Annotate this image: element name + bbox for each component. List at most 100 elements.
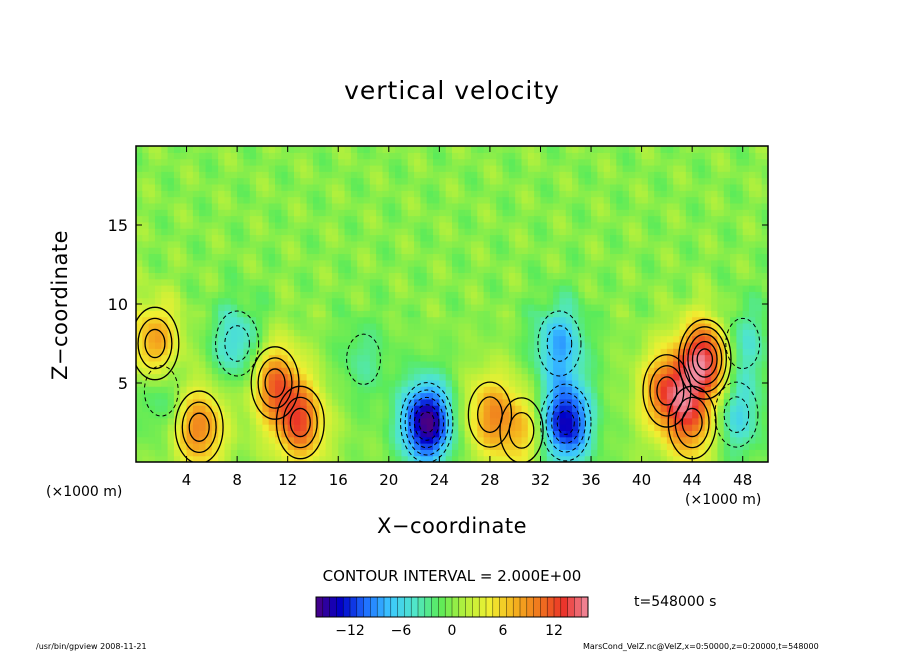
heatmap-cell	[420, 228, 428, 236]
heatmap-cell	[540, 449, 548, 457]
heatmap-cell	[591, 329, 598, 337]
heatmap-cell	[186, 354, 194, 362]
heatmap-cell	[591, 152, 598, 160]
heatmap-cell	[256, 215, 263, 223]
heatmap-cell	[508, 240, 516, 248]
heatmap-cell	[673, 360, 681, 368]
heatmap-cell	[363, 247, 371, 255]
heatmap-cell	[338, 146, 346, 153]
heatmap-cell	[679, 209, 687, 217]
heatmap-cell	[742, 285, 750, 292]
heatmap-cell	[357, 221, 365, 229]
heatmap-cell	[458, 329, 466, 337]
heatmap-cell	[401, 158, 409, 166]
heatmap-cell	[237, 158, 245, 166]
heatmap-cell	[654, 272, 662, 280]
heatmap-cell	[458, 386, 466, 394]
heatmap-cell	[161, 443, 169, 450]
heatmap-cell	[477, 164, 485, 172]
heatmap-cell	[711, 285, 719, 292]
heatmap-cell	[692, 291, 700, 299]
heatmap-cell	[306, 405, 314, 413]
heatmap-cell	[350, 253, 358, 261]
heatmap-cell	[622, 215, 630, 223]
heatmap-cell	[477, 322, 485, 330]
heatmap-cell	[205, 455, 213, 462]
heatmap-cell	[540, 266, 548, 273]
heatmap-cell	[597, 253, 605, 261]
heatmap-cell	[287, 164, 295, 172]
heatmap-cell	[483, 196, 491, 204]
heatmap-cell	[161, 392, 169, 400]
heatmap-cell	[243, 240, 251, 248]
heatmap-cell	[445, 417, 453, 425]
heatmap-cell	[357, 291, 365, 299]
heatmap-cell	[755, 392, 763, 400]
heatmap-cell	[161, 164, 169, 172]
heatmap-cell	[407, 190, 415, 198]
heatmap-cell	[154, 240, 162, 248]
heatmap-cell	[761, 196, 768, 204]
heatmap-cell	[369, 196, 377, 204]
heatmap-cell	[369, 455, 377, 462]
heatmap-cell	[742, 196, 750, 204]
heatmap-cell	[540, 392, 548, 400]
heatmap-cell	[534, 291, 542, 299]
heatmap-cell	[534, 228, 542, 236]
heatmap-cell	[628, 297, 636, 305]
heatmap-cell	[445, 297, 453, 305]
heatmap-cell	[357, 158, 365, 166]
heatmap-cell	[294, 171, 301, 179]
heatmap-cell	[344, 417, 352, 425]
heatmap-cell	[426, 304, 434, 311]
heatmap-cell	[553, 329, 561, 337]
heatmap-cell	[287, 430, 295, 438]
heatmap-cell	[426, 449, 434, 457]
heatmap-cell	[363, 221, 371, 229]
heatmap-cell	[249, 266, 257, 273]
heatmap-cell	[357, 171, 365, 179]
heatmap-cell	[470, 221, 478, 229]
heatmap-cell	[224, 455, 232, 462]
heatmap-cell	[199, 455, 207, 462]
heatmap-cell	[382, 348, 390, 356]
heatmap-cell	[395, 285, 403, 292]
heatmap-cell	[470, 272, 478, 280]
heatmap-cell	[426, 392, 434, 400]
heatmap-cell	[167, 291, 175, 299]
heatmap-cell	[186, 341, 194, 349]
heatmap-cell	[679, 171, 687, 179]
heatmap-cell	[287, 228, 295, 236]
heatmap-cell	[559, 449, 567, 457]
heatmap-cell	[660, 152, 668, 160]
heatmap-cell	[268, 430, 276, 438]
heatmap-cell	[584, 215, 592, 223]
heatmap-cell	[711, 247, 719, 255]
heatmap-cell	[489, 177, 497, 185]
heatmap-cell	[224, 424, 232, 431]
heatmap-cell	[325, 253, 333, 261]
heatmap-cell	[249, 215, 257, 223]
heatmap-cell	[180, 177, 188, 185]
heatmap-cell	[224, 146, 232, 153]
heatmap-cell	[508, 297, 516, 305]
heatmap-cell	[294, 316, 301, 324]
heatmap-cell	[325, 291, 333, 299]
heatmap-cell	[755, 316, 763, 324]
heatmap-cell	[723, 360, 731, 368]
heatmap-cell	[281, 240, 289, 248]
heatmap-cell	[325, 221, 333, 229]
heatmap-cell	[382, 379, 390, 387]
heatmap-cell	[477, 449, 485, 457]
heatmap-cell	[357, 354, 365, 362]
heatmap-cell	[439, 436, 447, 444]
heatmap-cell	[218, 335, 226, 343]
heatmap-cell	[331, 202, 339, 210]
heatmap-cell	[477, 335, 485, 343]
heatmap-cell	[496, 379, 504, 387]
heatmap-cell	[395, 158, 403, 166]
heatmap-cell	[433, 310, 440, 318]
heatmap-cell	[148, 158, 156, 166]
heatmap-cell	[199, 430, 207, 438]
heatmap-cell	[167, 253, 175, 261]
